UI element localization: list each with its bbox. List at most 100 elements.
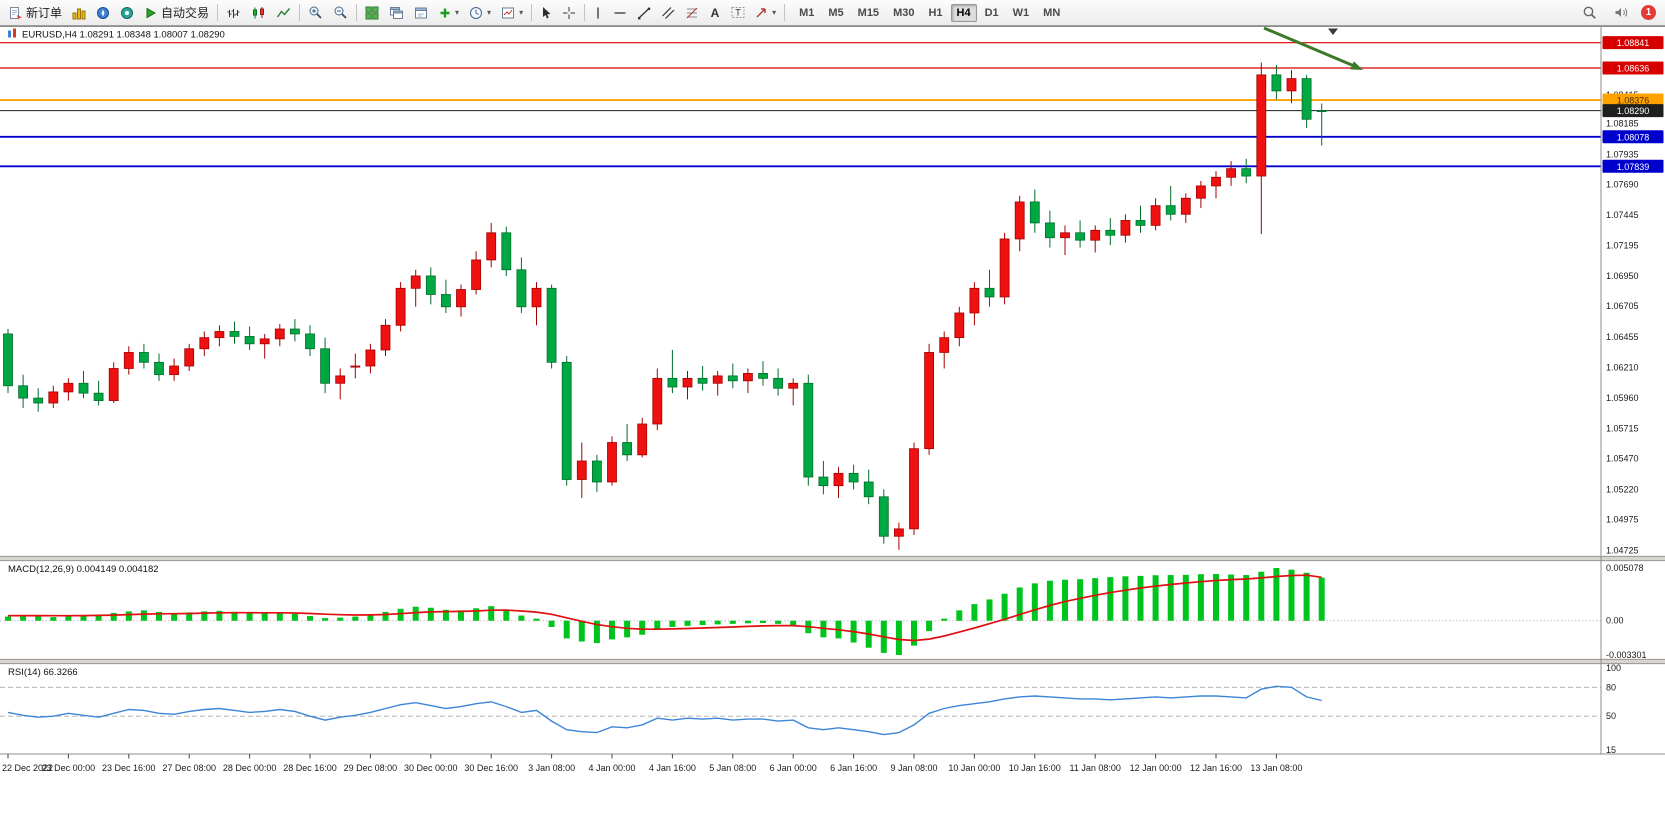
macd-histogram-bar bbox=[1016, 587, 1023, 621]
macd-histogram-bar bbox=[171, 613, 178, 621]
vertical-line-tool-button[interactable] bbox=[588, 2, 608, 23]
bar-chart-mode-button[interactable] bbox=[221, 2, 246, 23]
channel-tool-button[interactable] bbox=[656, 2, 680, 23]
terminal-button[interactable] bbox=[115, 2, 139, 23]
timeframe-M15[interactable]: M15 bbox=[852, 4, 885, 22]
candle-body bbox=[184, 348, 195, 367]
candle-body bbox=[456, 289, 466, 308]
candle-body bbox=[93, 392, 104, 401]
candle-body bbox=[108, 368, 119, 401]
macd-histogram-bar bbox=[563, 620, 570, 639]
macd-histogram-bar bbox=[473, 608, 480, 621]
price-tag-1.08078 bbox=[1602, 130, 1664, 144]
candle-body bbox=[592, 460, 602, 483]
new-order-label: 新订单 bbox=[26, 6, 63, 20]
candle-body bbox=[1286, 78, 1297, 92]
macd-histogram-bar bbox=[593, 620, 600, 644]
toolbar-separator bbox=[531, 4, 533, 21]
symbol-ohlc-readout: EURUSD,H4 1.08291 1.08348 1.08007 1.0829… bbox=[22, 30, 225, 41]
crosshair-tool-button[interactable] bbox=[557, 2, 581, 23]
price-axis-label: 1.06210 bbox=[1606, 362, 1639, 372]
time-axis-label: 29 Dec 08:00 bbox=[344, 763, 398, 773]
candle-body bbox=[984, 287, 995, 298]
market-watch-button[interactable] bbox=[67, 2, 91, 23]
candle-body bbox=[637, 423, 648, 456]
macd-histogram-bar bbox=[140, 610, 147, 621]
line-chart-mode-button[interactable] bbox=[271, 2, 296, 23]
timeframe-MN[interactable]: MN bbox=[1037, 4, 1066, 22]
candle-body bbox=[1075, 232, 1085, 241]
chart-shift-marker[interactable] bbox=[1328, 28, 1338, 36]
zoom-out-button[interactable] bbox=[328, 2, 353, 23]
candle-body bbox=[214, 331, 225, 339]
template-button[interactable]: ▾ bbox=[496, 2, 528, 23]
macd-histogram-bar bbox=[609, 620, 615, 640]
timeframe-W1[interactable]: W1 bbox=[1007, 4, 1036, 22]
macd-histogram-bar bbox=[231, 611, 238, 621]
new-order-icon bbox=[9, 6, 23, 20]
new-order-button[interactable]: 新订单 bbox=[4, 2, 67, 23]
macd-histogram-bar bbox=[35, 616, 42, 621]
macd-histogram-bar bbox=[307, 616, 313, 621]
price-tag-label: 1.08078 bbox=[1617, 132, 1650, 142]
timeframe-M5[interactable]: M5 bbox=[822, 4, 849, 22]
text-label-tool-button[interactable]: T bbox=[726, 2, 750, 23]
arrow-shape-icon bbox=[755, 6, 768, 19]
tile-windows-button[interactable] bbox=[360, 2, 384, 23]
zoom-in-button[interactable] bbox=[303, 2, 328, 23]
fibonacci-tool-button[interactable] bbox=[680, 2, 704, 23]
rsi-axis-label: 80 bbox=[1606, 682, 1616, 692]
timeframe-H4[interactable]: H4 bbox=[950, 3, 977, 22]
rsi-axis-label: 50 bbox=[1606, 711, 1616, 721]
dropdown-caret-icon: ▾ bbox=[487, 8, 492, 17]
macd-histogram-bar bbox=[1182, 574, 1189, 621]
macd-histogram-bar bbox=[1303, 572, 1310, 621]
add-indicator-button[interactable]: ▾ bbox=[434, 2, 464, 23]
toolbar-separator bbox=[299, 4, 301, 21]
navigator-button[interactable] bbox=[91, 2, 115, 23]
timeframe-M30[interactable]: M30 bbox=[887, 4, 920, 22]
timeframe-M1[interactable]: M1 bbox=[793, 4, 820, 22]
notification-badge[interactable]: 1 bbox=[1641, 5, 1656, 20]
macd-histogram-bar bbox=[503, 609, 510, 621]
auto-trading-button[interactable]: 自动交易 bbox=[139, 2, 214, 23]
price-axis-label: 1.06455 bbox=[1606, 332, 1639, 342]
macd-histogram-bar bbox=[95, 614, 102, 621]
fibonacci-icon bbox=[685, 6, 699, 20]
candle-body bbox=[1150, 205, 1161, 226]
macd-histogram-bar bbox=[246, 612, 253, 621]
macd-histogram-bar bbox=[1046, 580, 1053, 621]
candle-body bbox=[78, 382, 89, 394]
horizontal-line-tool-button[interactable] bbox=[608, 2, 632, 23]
time-axis-label: 28 Dec 00:00 bbox=[223, 763, 277, 773]
macd-histogram-bar bbox=[578, 620, 585, 642]
search-button[interactable] bbox=[1577, 2, 1602, 23]
text-tool-button[interactable]: A bbox=[704, 2, 726, 23]
macd-histogram-bar bbox=[261, 613, 268, 621]
cascade-windows-button[interactable] bbox=[384, 2, 409, 23]
candle-body bbox=[471, 259, 482, 290]
candle-body bbox=[607, 442, 617, 483]
timeframe-H1[interactable]: H1 bbox=[922, 4, 948, 22]
candle-body bbox=[894, 528, 904, 537]
arrows-tool-button[interactable]: ▾ bbox=[750, 2, 781, 23]
candle-body bbox=[1180, 197, 1191, 215]
new-window-button[interactable] bbox=[409, 2, 434, 23]
time-axis-label: 12 Jan 00:00 bbox=[1130, 763, 1182, 773]
trendline-tool-button[interactable] bbox=[632, 2, 656, 23]
symbol-icon bbox=[8, 28, 16, 38]
macd-histogram-bar bbox=[669, 620, 676, 627]
candlestick-mode-button[interactable] bbox=[246, 2, 271, 23]
market-watch-icon bbox=[72, 6, 86, 20]
chart-area[interactable]: EURUSD,H4 1.08291 1.08348 1.08007 1.0829… bbox=[0, 26, 1665, 833]
candle-body bbox=[1120, 220, 1131, 236]
cascade-windows-icon bbox=[389, 6, 404, 20]
price-tag-label: 1.08636 bbox=[1617, 63, 1650, 73]
dropdown-caret-icon: ▾ bbox=[772, 8, 777, 17]
candle-body bbox=[546, 287, 557, 363]
cursor-tool-button[interactable] bbox=[535, 2, 557, 23]
sound-button[interactable] bbox=[1609, 2, 1634, 23]
macd-histogram-bar bbox=[941, 618, 948, 621]
period-selector-button[interactable]: ▾ bbox=[464, 2, 496, 23]
timeframe-D1[interactable]: D1 bbox=[979, 4, 1005, 22]
